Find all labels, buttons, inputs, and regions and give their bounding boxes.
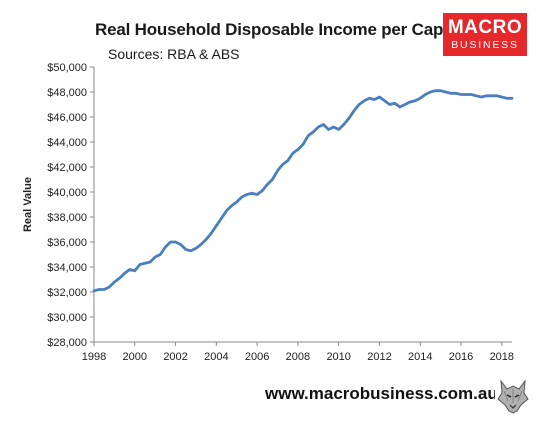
- wolf-mascot-icon: [495, 375, 531, 415]
- x-tick-label: 1998: [82, 351, 106, 363]
- x-tick-label: 2002: [163, 351, 187, 363]
- y-tick-label: $44,000: [47, 137, 87, 149]
- x-tick-label: 2016: [449, 351, 473, 363]
- x-tick-label: 2018: [490, 351, 514, 363]
- y-tick-label: $32,000: [47, 287, 87, 299]
- series-line: [92, 89, 514, 293]
- y-tick-label: $34,000: [47, 262, 87, 274]
- y-tick-label: $28,000: [47, 337, 87, 349]
- y-tick-label: $50,000: [47, 62, 87, 74]
- x-tick-label: 2012: [367, 351, 391, 363]
- x-tick-label: 2008: [286, 351, 310, 363]
- y-tick-label: $36,000: [47, 237, 87, 249]
- x-tick-label: 2004: [204, 351, 228, 363]
- logo-line-1: MACRO: [447, 17, 523, 38]
- y-tick-label: $38,000: [47, 212, 87, 224]
- x-tick-label: 2010: [326, 351, 350, 363]
- website-url-link[interactable]: www.macrobusiness.com.au: [265, 384, 498, 403]
- logo-line-2: BUSINESS: [451, 39, 519, 51]
- x-tick-label: 2006: [245, 351, 269, 363]
- chart-subtitle: Sources: RBA & ABS: [108, 46, 240, 62]
- y-tick-label: $42,000: [47, 162, 87, 174]
- y-tick-label: $48,000: [47, 87, 87, 99]
- y-tick-label: $40,000: [47, 187, 87, 199]
- y-tick-label: $30,000: [47, 312, 87, 324]
- macrobusiness-logo[interactable]: MACRO BUSINESS: [443, 13, 527, 56]
- chart-marks: [92, 89, 514, 293]
- chart-axes: $28,000 $30,000 $32,000 $34,000 $36,000 $38,0…: [22, 62, 514, 363]
- y-tick-label: $46,000: [47, 112, 87, 124]
- x-tick-label: 2000: [123, 351, 147, 363]
- chart-title: Real Household Disposable Income per Cap…: [95, 20, 463, 39]
- y-axis-label: Real Value: [22, 177, 34, 232]
- x-tick-label: 2014: [408, 351, 432, 363]
